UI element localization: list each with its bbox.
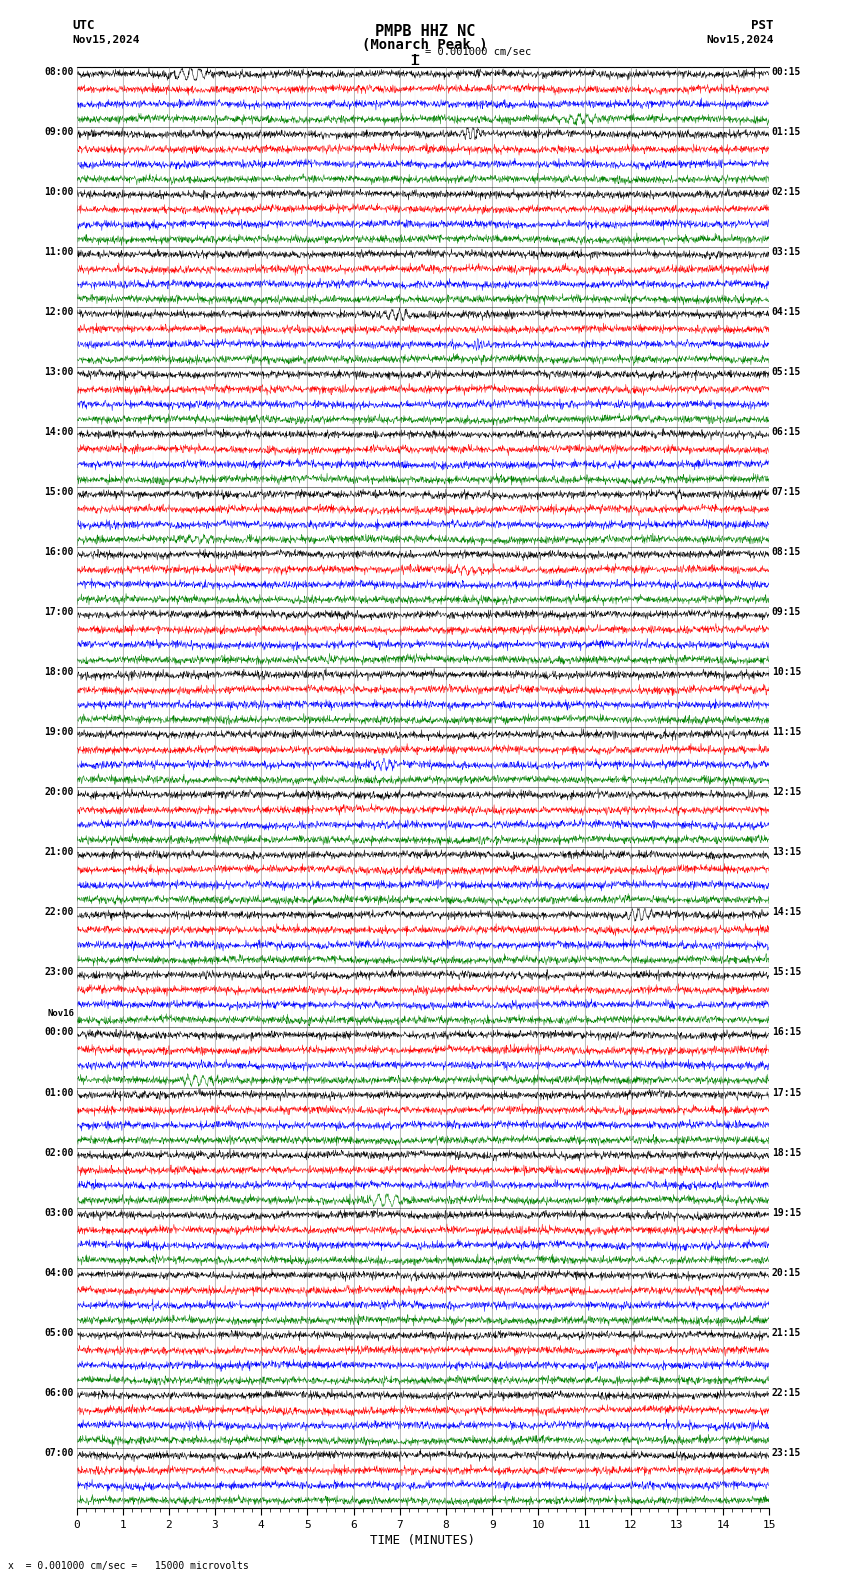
Text: 12:00: 12:00 [44,307,74,317]
Text: 16:15: 16:15 [772,1028,802,1038]
Text: 00:15: 00:15 [772,67,802,76]
Text: 09:00: 09:00 [44,127,74,136]
Text: 14:15: 14:15 [772,908,802,917]
Text: 01:00: 01:00 [44,1088,74,1098]
Text: 02:00: 02:00 [44,1147,74,1158]
Text: 15:00: 15:00 [44,486,74,497]
Text: 11:00: 11:00 [44,247,74,257]
Text: 03:00: 03:00 [44,1207,74,1218]
Text: 02:15: 02:15 [772,187,802,196]
Text: PST: PST [751,19,774,32]
Text: 17:15: 17:15 [772,1088,802,1098]
Text: 22:00: 22:00 [44,908,74,917]
Text: 06:15: 06:15 [772,428,802,437]
Text: 19:00: 19:00 [44,727,74,737]
Text: 13:15: 13:15 [772,847,802,857]
Text: (Monarch Peak ): (Monarch Peak ) [362,38,488,52]
Text: 16:00: 16:00 [44,546,74,558]
Text: 18:15: 18:15 [772,1147,802,1158]
Text: x  = 0.001000 cm/sec =   15000 microvolts: x = 0.001000 cm/sec = 15000 microvolts [8,1562,249,1571]
Text: 04:15: 04:15 [772,307,802,317]
Text: 07:00: 07:00 [44,1448,74,1457]
Text: 00:00: 00:00 [44,1028,74,1038]
Text: 21:15: 21:15 [772,1327,802,1338]
Text: 03:15: 03:15 [772,247,802,257]
Text: 01:15: 01:15 [772,127,802,136]
X-axis label: TIME (MINUTES): TIME (MINUTES) [371,1533,475,1548]
Text: 18:00: 18:00 [44,667,74,676]
Text: 21:00: 21:00 [44,847,74,857]
Text: 10:00: 10:00 [44,187,74,196]
Text: 06:00: 06:00 [44,1388,74,1397]
Text: 04:00: 04:00 [44,1267,74,1278]
Text: 17:00: 17:00 [44,607,74,618]
Text: UTC: UTC [72,19,94,32]
Text: 08:00: 08:00 [44,67,74,76]
Text: 14:00: 14:00 [44,428,74,437]
Text: Nov15,2024: Nov15,2024 [72,35,139,44]
Text: 23:00: 23:00 [44,968,74,977]
Text: Nov16: Nov16 [47,1009,74,1019]
Text: 11:15: 11:15 [772,727,802,737]
Text: 15:15: 15:15 [772,968,802,977]
Text: 05:15: 05:15 [772,367,802,377]
Text: 09:15: 09:15 [772,607,802,618]
Text: 19:15: 19:15 [772,1207,802,1218]
Text: 05:00: 05:00 [44,1327,74,1338]
Text: 20:15: 20:15 [772,1267,802,1278]
Text: 12:15: 12:15 [772,787,802,797]
Text: 23:15: 23:15 [772,1448,802,1457]
Text: = 0.001000 cm/sec: = 0.001000 cm/sec [425,48,531,57]
Text: 10:15: 10:15 [772,667,802,676]
Text: Nov15,2024: Nov15,2024 [706,35,774,44]
Text: 22:15: 22:15 [772,1388,802,1397]
Text: 13:00: 13:00 [44,367,74,377]
Text: PMPB HHZ NC: PMPB HHZ NC [375,24,475,38]
Text: 08:15: 08:15 [772,546,802,558]
Text: 07:15: 07:15 [772,486,802,497]
Text: 20:00: 20:00 [44,787,74,797]
